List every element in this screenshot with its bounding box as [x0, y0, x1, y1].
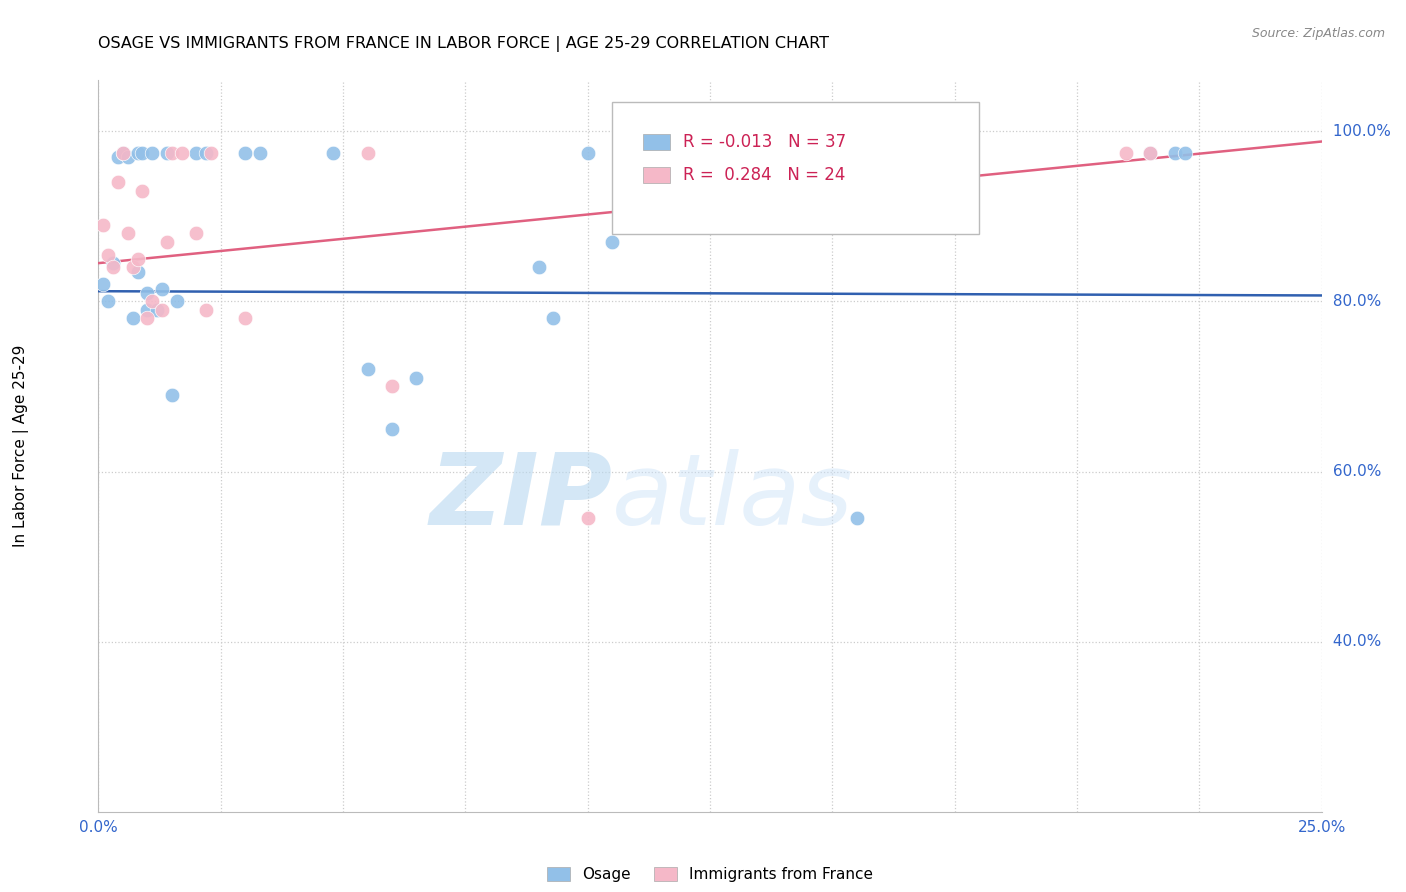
Point [543, 311, 565, 326]
Text: 80.0%: 80.0% [1327, 293, 1381, 309]
Point [381, 379, 404, 393]
Point [141, 145, 163, 160]
Point [97, 247, 120, 261]
FancyBboxPatch shape [643, 135, 669, 151]
Point [101, 260, 124, 275]
Point [150, 282, 173, 296]
Point [233, 311, 256, 326]
Point [576, 145, 599, 160]
Point [405, 371, 427, 385]
Text: R = -0.013   N = 37: R = -0.013 N = 37 [683, 134, 846, 152]
Point [111, 145, 134, 160]
Point [381, 422, 404, 436]
Point [600, 235, 623, 249]
Point [107, 150, 129, 164]
Point [107, 175, 129, 189]
Point [117, 227, 139, 241]
FancyBboxPatch shape [612, 103, 979, 234]
Point [249, 145, 271, 160]
Point [136, 302, 159, 317]
Point [170, 145, 193, 160]
Point [1139, 145, 1161, 160]
Point [117, 150, 139, 164]
Text: ZIP: ZIP [429, 449, 612, 546]
Text: R =  0.284   N = 24: R = 0.284 N = 24 [683, 167, 845, 185]
Text: Source: ZipAtlas.com: Source: ZipAtlas.com [1251, 27, 1385, 40]
Point [127, 265, 149, 279]
Point [136, 311, 159, 326]
Point [97, 294, 120, 309]
Text: OSAGE VS IMMIGRANTS FROM FRANCE IN LABOR FORCE | AGE 25-29 CORRELATION CHART: OSAGE VS IMMIGRANTS FROM FRANCE IN LABOR… [98, 36, 830, 52]
Point [322, 145, 344, 160]
Point [146, 302, 169, 317]
FancyBboxPatch shape [643, 168, 669, 184]
Point [772, 145, 794, 160]
Point [131, 145, 153, 160]
Point [200, 145, 222, 160]
Point [616, 145, 638, 160]
Point [91, 218, 114, 232]
Text: 60.0%: 60.0% [1327, 464, 1381, 479]
Point [111, 145, 134, 160]
Legend: Osage, Immigrants from France: Osage, Immigrants from France [541, 861, 879, 888]
Point [1139, 145, 1161, 160]
Point [156, 145, 179, 160]
Point [166, 294, 188, 309]
Point [356, 145, 378, 160]
Point [195, 302, 218, 317]
Point [121, 311, 143, 326]
Point [527, 260, 550, 275]
Point [150, 302, 173, 317]
Point [141, 294, 163, 309]
Text: atlas: atlas [612, 449, 853, 546]
Point [845, 511, 868, 525]
Point [160, 388, 183, 402]
Point [1115, 145, 1137, 160]
Point [1174, 145, 1197, 160]
Point [186, 145, 208, 160]
Text: 100.0%: 100.0% [1327, 124, 1391, 139]
Point [186, 227, 208, 241]
Point [127, 252, 149, 266]
Point [127, 145, 149, 160]
Point [195, 145, 218, 160]
Point [131, 184, 153, 198]
Point [101, 256, 124, 270]
Point [91, 277, 114, 292]
Point [160, 145, 183, 160]
Point [797, 145, 820, 160]
Point [356, 362, 378, 376]
Point [1164, 145, 1187, 160]
Point [121, 260, 143, 275]
Point [576, 511, 599, 525]
Point [136, 285, 159, 300]
Text: 40.0%: 40.0% [1327, 634, 1381, 649]
Point [156, 235, 179, 249]
Text: In Labor Force | Age 25-29: In Labor Force | Age 25-29 [13, 345, 30, 547]
Point [233, 145, 256, 160]
